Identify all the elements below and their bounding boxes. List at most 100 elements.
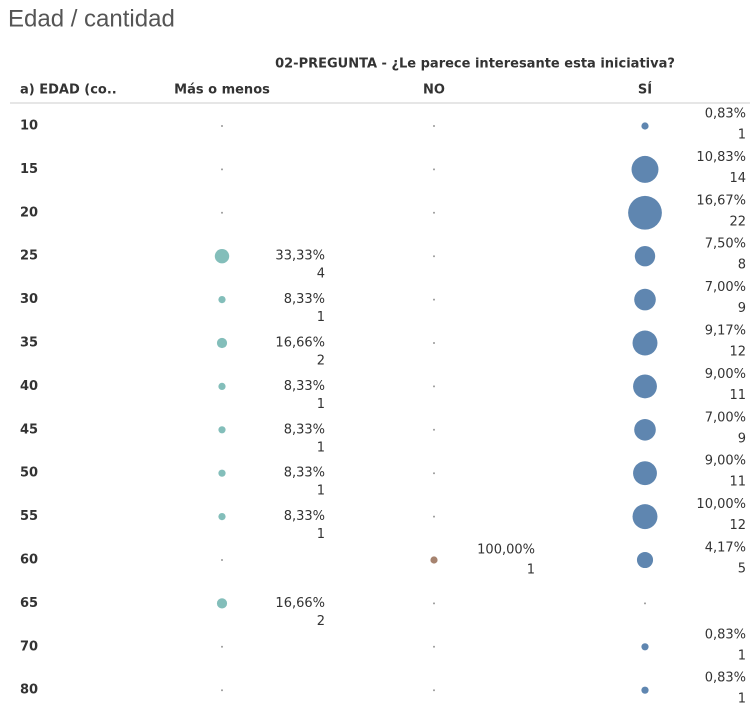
bubble: [634, 288, 656, 311]
row-label: 65: [20, 596, 38, 611]
row-label: 50: [20, 466, 38, 481]
row-label: 60: [20, 553, 38, 568]
empty-dot: [433, 515, 435, 518]
empty-dot: [221, 211, 223, 214]
empty-dot: [433, 472, 435, 475]
percent-label: 9,17%: [705, 324, 746, 339]
bubble: [641, 643, 649, 651]
count-label: 1: [317, 310, 325, 325]
row-label: 35: [20, 336, 38, 351]
row-label: 30: [20, 292, 38, 307]
count-label: 11: [729, 475, 746, 490]
row-header: a) EDAD (co..: [20, 83, 117, 98]
empty-dot: [221, 125, 223, 127]
bubble: [634, 246, 656, 267]
row-label: 55: [20, 509, 38, 524]
count-label: 1: [738, 648, 746, 663]
bubble: [628, 195, 662, 230]
header: 02-PREGUNTA - ¿Le parece interesante est…: [275, 57, 675, 72]
bubble: [641, 122, 649, 130]
bubble: [632, 504, 658, 530]
bubble: [216, 337, 228, 349]
empty-dot: [433, 342, 435, 344]
empty-dot: [433, 298, 435, 301]
count-label: 2: [317, 354, 325, 369]
percent-label: 4,17%: [705, 541, 746, 556]
percent-label: 0,83%: [705, 671, 746, 686]
count-label: 2: [317, 614, 325, 629]
count-label: 14: [729, 171, 746, 186]
empty-dot: [433, 125, 435, 127]
percent-label: 16,66%: [275, 336, 325, 351]
percent-label: 8,33%: [284, 292, 325, 307]
count-label: 1: [738, 692, 746, 706]
percent-label: 0,83%: [705, 627, 746, 642]
bubble: [218, 296, 226, 304]
column-header: NO: [423, 83, 445, 98]
percent-label: 7,50%: [705, 237, 746, 252]
row-label: 20: [20, 205, 38, 220]
count-label: 4: [317, 267, 325, 282]
column-header: SÍ: [638, 82, 652, 98]
percent-label: 8,33%: [284, 422, 325, 437]
count-label: 1: [317, 440, 325, 455]
row-label: 15: [20, 162, 38, 177]
percent-label: 9,00%: [705, 367, 746, 382]
empty-dot: [644, 602, 646, 605]
bubble: [641, 686, 649, 694]
empty-dot: [433, 168, 435, 171]
row-label: 10: [20, 119, 38, 134]
count-label: 1: [527, 563, 535, 578]
row-label: 70: [20, 639, 38, 654]
empty-dot: [433, 211, 435, 214]
empty-dot: [433, 645, 435, 648]
row-label: 45: [20, 422, 38, 437]
count-label: 9: [738, 431, 746, 446]
empty-dot: [433, 385, 435, 388]
empty-dot: [221, 168, 223, 171]
count-label: 11: [729, 388, 746, 403]
bubble: [633, 461, 657, 486]
percent-label: 8,33%: [284, 509, 325, 524]
column-header: Más o menos: [174, 83, 270, 98]
empty-dot: [433, 602, 435, 605]
percent-label: 0,83%: [705, 107, 746, 122]
bubble: [430, 556, 438, 564]
empty-dot: [433, 689, 435, 692]
percent-label: 8,33%: [284, 379, 325, 394]
empty-dot: [433, 255, 435, 258]
count-label: 12: [729, 518, 746, 533]
count-label: 22: [729, 214, 746, 229]
percent-label: 10,00%: [696, 497, 746, 512]
count-label: 5: [738, 562, 746, 577]
percent-label: 16,67%: [696, 193, 746, 208]
row-label: 40: [20, 379, 38, 394]
bubble: [633, 374, 657, 399]
bubble: [216, 598, 228, 609]
percent-label: 16,66%: [275, 596, 325, 611]
row-label: 80: [20, 683, 38, 698]
count-label: 1: [738, 128, 746, 143]
bubble: [218, 426, 226, 434]
count-label: 9: [738, 301, 746, 316]
percent-label: 33,33%: [275, 249, 325, 264]
count-label: 8: [738, 258, 746, 273]
count-label: 1: [317, 527, 325, 542]
row-label: 25: [20, 249, 38, 264]
percent-label: 100,00%: [477, 543, 535, 558]
percent-label: 9,00%: [705, 454, 746, 469]
count-label: 1: [317, 484, 325, 499]
bubble: [631, 155, 659, 183]
percent-label: 10,83%: [696, 150, 746, 165]
bubble: [632, 330, 658, 356]
count-label: 12: [729, 345, 746, 360]
percent-label: 7,00%: [705, 280, 746, 295]
empty-dot: [221, 689, 223, 692]
bubble: [636, 551, 654, 569]
title: Edad / cantidad: [8, 5, 175, 32]
bubble: [634, 419, 656, 441]
empty-dot: [433, 428, 435, 431]
empty-dot: [221, 559, 223, 561]
empty-dot: [221, 645, 223, 648]
